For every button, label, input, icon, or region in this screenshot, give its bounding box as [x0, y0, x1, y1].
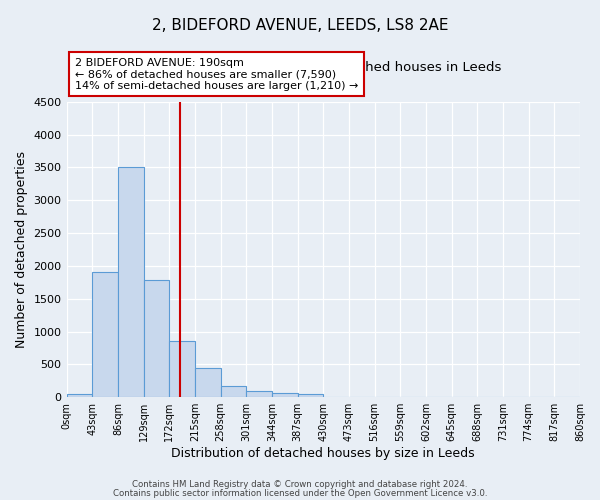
Text: Contains HM Land Registry data © Crown copyright and database right 2024.: Contains HM Land Registry data © Crown c…	[132, 480, 468, 489]
Bar	[272, 393, 298, 397]
Bar	[246, 390, 272, 397]
Bar	[195, 368, 221, 397]
Bar	[221, 386, 246, 397]
Bar	[67, 394, 92, 397]
Bar	[92, 272, 118, 397]
X-axis label: Distribution of detached houses by size in Leeds: Distribution of detached houses by size …	[172, 447, 475, 460]
Bar	[143, 280, 169, 397]
Bar	[169, 341, 195, 397]
Bar	[298, 394, 323, 397]
Text: Contains public sector information licensed under the Open Government Licence v3: Contains public sector information licen…	[113, 488, 487, 498]
Text: 2 BIDEFORD AVENUE: 190sqm
← 86% of detached houses are smaller (7,590)
14% of se: 2 BIDEFORD AVENUE: 190sqm ← 86% of detac…	[75, 58, 358, 90]
Y-axis label: Number of detached properties: Number of detached properties	[15, 151, 28, 348]
Text: 2, BIDEFORD AVENUE, LEEDS, LS8 2AE: 2, BIDEFORD AVENUE, LEEDS, LS8 2AE	[152, 18, 448, 32]
Title: Size of property relative to detached houses in Leeds: Size of property relative to detached ho…	[145, 62, 502, 74]
Bar	[118, 168, 143, 397]
